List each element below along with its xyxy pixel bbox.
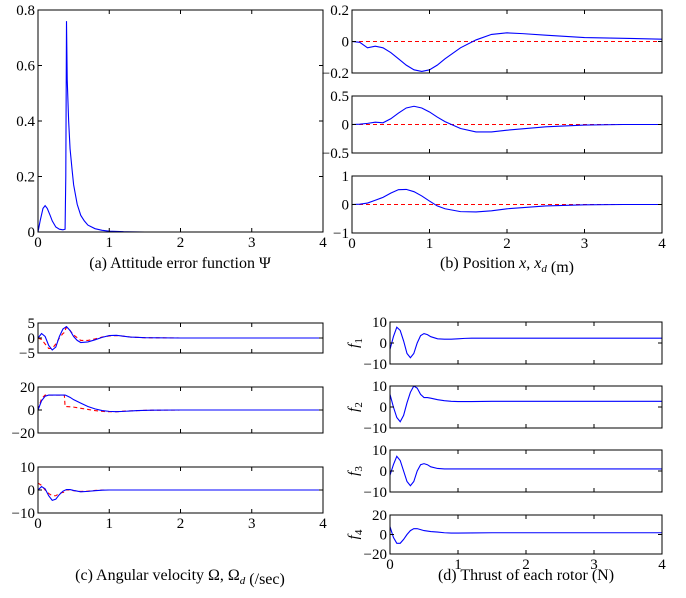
panel-b: −0.200.2−0.500.50 1 2 3 4−101(b) Position x,… xyxy=(322,3,666,276)
desired-series-line xyxy=(38,482,323,497)
x-tick-label: 1 xyxy=(454,557,462,573)
panel-caption: (b) Position x, xd (m) xyxy=(440,255,574,276)
y-tick-label: 0.2 xyxy=(16,170,35,186)
panel-caption: (c) Angular velocity Ω, Ωd (/sec) xyxy=(75,567,285,588)
subplot: 0 1 2 3 4 0 0.2 0.4 0.6 0.8 xyxy=(16,3,327,251)
x-tick-label: 3 xyxy=(248,516,256,532)
subplot: −505 xyxy=(19,316,324,362)
x-tick-label: 1 xyxy=(426,236,434,252)
y-tick-label: 0.5 xyxy=(330,89,349,105)
axes-frame xyxy=(389,385,663,429)
x-tick-label: 3 xyxy=(248,235,256,251)
y-tick-label: 0 xyxy=(28,403,36,419)
x-tick-label: 1 xyxy=(106,235,114,251)
y-tick-label: −10 xyxy=(364,421,387,437)
y-tick-label: 0 xyxy=(380,464,388,480)
x-tick-label: 2 xyxy=(522,557,530,573)
actual-series-line xyxy=(390,386,662,423)
desired-series-line xyxy=(38,326,323,350)
panel-caption: (a) Attitude error function Ψ xyxy=(89,255,271,272)
y-tick-label: 0 xyxy=(28,225,36,241)
y-tick-label: 10 xyxy=(372,315,387,331)
subplot: 0 1 2 3 4−101 xyxy=(333,169,666,252)
subplot: −20 0 20 xyxy=(12,380,324,442)
x-tick-label: 4 xyxy=(319,516,327,532)
subplot: −10 0 10 f1 xyxy=(346,315,663,373)
y-tick-label: 10 xyxy=(372,443,387,459)
y-tick-label: −20 xyxy=(12,426,35,442)
y-tick-label: 20 xyxy=(20,380,35,396)
x-tick-label: 0 xyxy=(34,235,42,251)
x-tick-label: 4 xyxy=(658,557,666,573)
y-tick-label: 0 xyxy=(342,118,350,134)
y-tick-label: 0 xyxy=(380,528,388,544)
axes-frame xyxy=(389,449,663,493)
actual-series-line xyxy=(38,325,323,351)
y-tick-label: 0 xyxy=(380,400,388,416)
x-tick-label: 2 xyxy=(177,516,185,532)
x-tick-label: 4 xyxy=(319,235,327,251)
x-tick-label: 2 xyxy=(177,235,185,251)
actual-series-line xyxy=(38,394,323,413)
y-tick-label: −10 xyxy=(364,357,387,373)
y-tick-label: −10 xyxy=(364,485,387,501)
x-tick-label: 0 xyxy=(34,516,42,532)
actual-series-line xyxy=(390,326,662,359)
y-tick-label: −0.2 xyxy=(322,66,349,82)
y-tick-label: 0 xyxy=(342,35,350,51)
y-tick-label: −10 xyxy=(12,506,35,522)
x-tick-label: 3 xyxy=(590,557,598,573)
x-tick-label: 4 xyxy=(658,236,666,252)
y-tick-label: 0 xyxy=(28,483,36,499)
y-tick-label: 0.8 xyxy=(16,3,35,19)
x-tick-label: 2 xyxy=(503,236,511,252)
y-tick-label: −20 xyxy=(364,547,387,563)
actual-series-line xyxy=(352,105,662,133)
panel-caption: (d) Thrust of each rotor (N) xyxy=(438,567,614,584)
panel-a: 0 1 2 3 4 0 0.2 0.4 0.6 0.8 (a) Attitude error fun… xyxy=(16,3,327,272)
y-tick-label: 10 xyxy=(372,379,387,395)
x-tick-label: 0 xyxy=(348,236,356,252)
x-tick-label: 3 xyxy=(581,236,589,252)
axes-frame xyxy=(37,9,324,233)
subplot: −0.5 0 0.5 xyxy=(322,89,663,162)
subplot: −10 0 10 f3 xyxy=(346,443,663,501)
y-axis-label: f3 xyxy=(346,466,365,476)
actual-series-line xyxy=(390,526,662,544)
axes-frame xyxy=(389,321,663,365)
y-tick-label: −0.5 xyxy=(322,146,349,162)
x-tick-label: 1 xyxy=(106,516,114,532)
actual-series-line xyxy=(352,32,662,72)
y-tick-label: 0 xyxy=(28,331,36,347)
actual-series-line xyxy=(38,485,323,501)
actual-series-line xyxy=(38,21,323,232)
subplot: −0.2 0 0.2 xyxy=(322,3,663,82)
y-tick-label: 20 xyxy=(372,508,387,524)
y-tick-label: −1 xyxy=(333,226,349,242)
actual-series-line xyxy=(352,188,662,213)
y-tick-label: 0 xyxy=(380,336,388,352)
y-axis-label: f4 xyxy=(346,529,365,539)
y-tick-label: 10 xyxy=(20,460,35,476)
y-tick-label: 0 xyxy=(342,198,350,214)
actual-series-line xyxy=(390,455,662,487)
y-axis-label: f1 xyxy=(346,338,365,348)
subplot: −10 0 10 f2 xyxy=(346,379,663,437)
y-tick-label: 0.4 xyxy=(16,114,35,130)
axes-frame xyxy=(389,514,663,555)
y-tick-label: 0.6 xyxy=(16,59,35,75)
x-tick-label: 0 xyxy=(386,557,394,573)
y-tick-label: 5 xyxy=(28,316,36,332)
y-tick-label: −5 xyxy=(19,346,35,362)
y-axis-label: f2 xyxy=(346,402,365,412)
y-tick-label: 0.2 xyxy=(330,3,349,19)
y-tick-label: 1 xyxy=(342,169,350,185)
